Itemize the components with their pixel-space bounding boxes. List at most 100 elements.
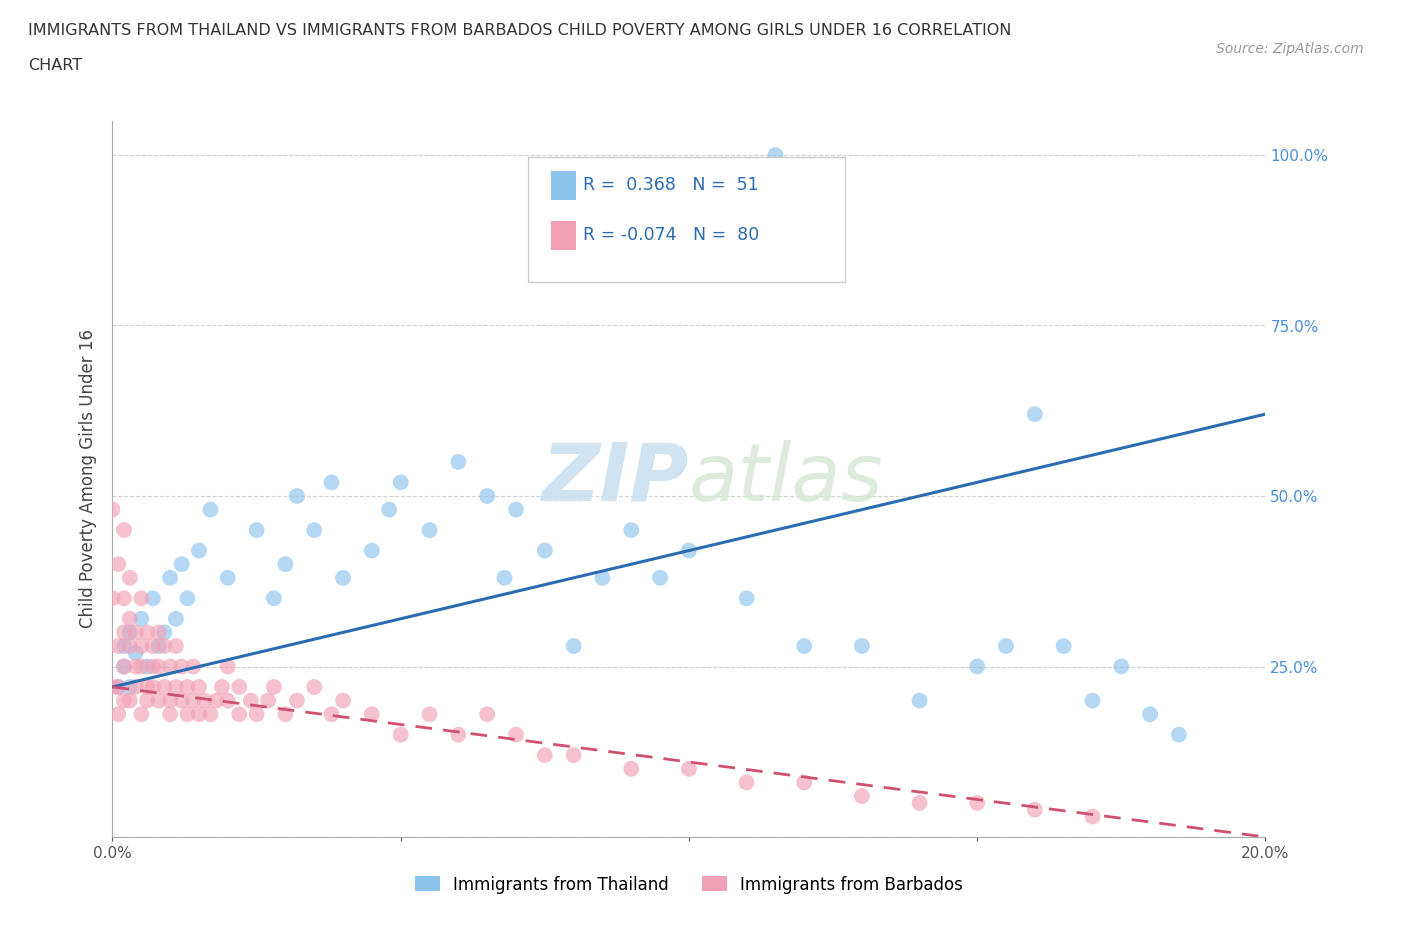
Point <box>112 639 135 654</box>
Point <box>285 488 308 503</box>
Point <box>159 570 181 585</box>
Point <box>165 639 187 654</box>
Point <box>475 707 499 722</box>
Point <box>1139 707 1161 722</box>
Point <box>118 680 141 695</box>
Point <box>112 591 135 605</box>
Point <box>153 680 176 695</box>
Point <box>142 659 165 674</box>
Point <box>217 659 239 674</box>
Point <box>159 693 181 708</box>
Text: R =  0.368   N =  51: R = 0.368 N = 51 <box>583 177 758 194</box>
Point <box>188 707 211 722</box>
Point <box>112 693 135 708</box>
Point <box>851 639 873 654</box>
Point <box>181 659 204 674</box>
Point <box>534 748 557 763</box>
Point <box>200 707 222 722</box>
Point <box>188 680 211 695</box>
Text: Source: ZipAtlas.com: Source: ZipAtlas.com <box>1216 42 1364 56</box>
Point <box>274 557 297 572</box>
Point <box>228 707 250 722</box>
Point <box>124 659 146 674</box>
Point <box>246 707 269 722</box>
Text: R = -0.074   N =  80: R = -0.074 N = 80 <box>583 227 759 245</box>
Point <box>263 680 285 695</box>
Point <box>793 775 815 790</box>
Point <box>188 543 211 558</box>
Point <box>321 707 343 722</box>
Point <box>107 680 129 695</box>
Text: CHART: CHART <box>28 58 82 73</box>
Point <box>228 680 250 695</box>
Point <box>1024 803 1046 817</box>
Point <box>217 570 239 585</box>
Point <box>360 707 382 722</box>
Point <box>129 707 153 722</box>
Point <box>360 543 382 558</box>
Point <box>332 570 354 585</box>
Point <box>136 693 159 708</box>
Point <box>124 625 146 640</box>
Point <box>165 611 187 626</box>
Point <box>118 693 141 708</box>
Point <box>159 659 181 674</box>
Point <box>101 502 124 517</box>
Point <box>107 557 129 572</box>
Point <box>650 570 672 585</box>
Point <box>136 659 159 674</box>
Point <box>908 693 931 708</box>
Point <box>274 707 297 722</box>
Point <box>142 639 165 654</box>
Point <box>995 639 1018 654</box>
Point <box>112 659 135 674</box>
Y-axis label: Child Poverty Among Girls Under 16: Child Poverty Among Girls Under 16 <box>79 329 97 629</box>
Point <box>707 250 730 265</box>
Point <box>505 727 527 742</box>
Point <box>148 693 170 708</box>
Point <box>332 693 354 708</box>
Text: atlas: atlas <box>689 440 884 518</box>
Point <box>263 591 285 605</box>
Point <box>793 639 815 654</box>
Point <box>257 693 280 708</box>
Point <box>118 625 141 640</box>
Point <box>129 639 153 654</box>
Point <box>176 591 198 605</box>
Point <box>908 795 931 810</box>
Point <box>112 625 135 640</box>
Point <box>389 727 412 742</box>
Point <box>534 543 557 558</box>
Point <box>1167 727 1189 742</box>
Point <box>1111 659 1133 674</box>
Point <box>124 645 146 660</box>
Point <box>136 625 159 640</box>
Point <box>211 680 233 695</box>
Point <box>765 148 787 163</box>
Point <box>1024 406 1046 421</box>
Legend: Immigrants from Thailand, Immigrants from Barbados: Immigrants from Thailand, Immigrants fro… <box>408 869 970 900</box>
Point <box>181 693 204 708</box>
Point <box>562 639 585 654</box>
Point <box>129 659 153 674</box>
Point <box>142 591 165 605</box>
Point <box>321 475 343 490</box>
Point <box>735 591 758 605</box>
Point <box>118 639 141 654</box>
Point <box>170 693 193 708</box>
Point <box>200 502 222 517</box>
Point <box>447 455 470 470</box>
Point <box>107 680 129 695</box>
Point <box>389 475 412 490</box>
Point <box>1081 809 1104 824</box>
Text: ZIP: ZIP <box>541 440 689 518</box>
Point <box>304 680 326 695</box>
Point <box>419 523 441 538</box>
Text: IMMIGRANTS FROM THAILAND VS IMMIGRANTS FROM BARBADOS CHILD POVERTY AMONG GIRLS U: IMMIGRANTS FROM THAILAND VS IMMIGRANTS F… <box>28 23 1011 38</box>
Point <box>1081 693 1104 708</box>
Point <box>592 570 614 585</box>
Point <box>194 693 217 708</box>
Point <box>304 523 326 538</box>
Point <box>153 639 176 654</box>
Point <box>153 625 176 640</box>
